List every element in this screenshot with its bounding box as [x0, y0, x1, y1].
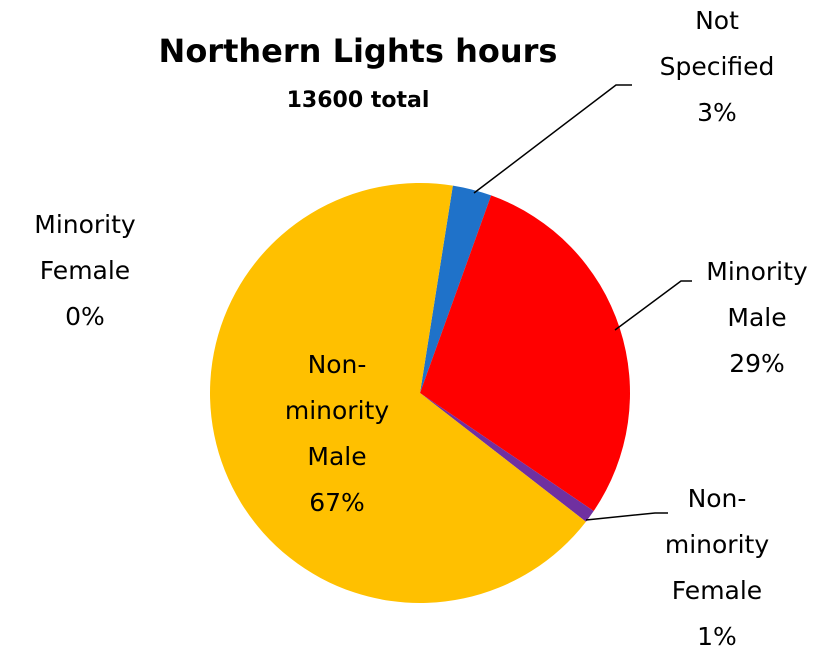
category-label: Not Specified [659, 6, 775, 81]
pie-slice [420, 195, 630, 512]
category-label: Minority Female [34, 210, 136, 285]
data-label: Not Specified 3% [647, 0, 787, 136]
chart-title: Northern Lights hours [158, 32, 558, 70]
data-label: Minority Female 0% [15, 202, 155, 340]
pie-slice [420, 185, 492, 393]
value-label: 67% [309, 488, 365, 517]
chart-subtitle: 13600 total [286, 88, 430, 113]
leader-line [585, 512, 668, 521]
pie-slice [420, 393, 594, 522]
slices [210, 183, 630, 604]
data-label: Non-minority Male 67% [267, 342, 407, 526]
category-label: Minority Male [706, 257, 808, 332]
pie-slice [210, 183, 586, 604]
data-label: Minority Male 29% [687, 249, 827, 387]
value-label: 1% [697, 622, 737, 651]
data-label: Non-minority Female 1% [647, 476, 787, 655]
leader-line [473, 84, 632, 194]
value-label: 29% [729, 349, 785, 378]
category-label: Non-minority Female [664, 484, 770, 605]
value-label: 3% [697, 98, 737, 127]
category-label: Non-minority Male [284, 350, 390, 471]
value-label: 0% [65, 302, 105, 331]
leader-line [614, 280, 692, 331]
leader-lines [473, 84, 692, 521]
